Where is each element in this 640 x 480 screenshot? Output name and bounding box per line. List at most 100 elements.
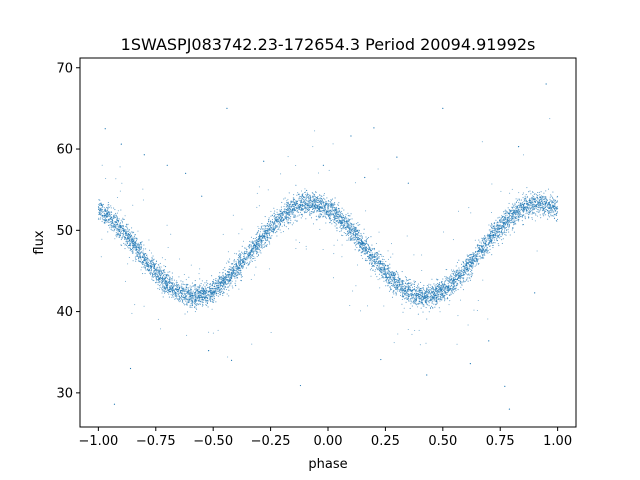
- data-point: [398, 281, 400, 283]
- data-point: [437, 283, 439, 285]
- data-point: [186, 299, 188, 301]
- data-point: [227, 281, 229, 283]
- data-point: [387, 282, 389, 284]
- data-point: [137, 255, 139, 257]
- data-point: [144, 260, 146, 262]
- data-point: [173, 285, 175, 288]
- data-point: [323, 213, 325, 215]
- data-point: [539, 194, 541, 196]
- data-point: [236, 268, 238, 270]
- data-point: [473, 255, 475, 257]
- data-point: [312, 200, 314, 202]
- data-point: [235, 253, 237, 255]
- data-point: [494, 227, 496, 229]
- data-point: [279, 209, 281, 211]
- data-point: [156, 266, 158, 268]
- data-point: [236, 276, 238, 278]
- data-point: [262, 228, 264, 230]
- data-point: [521, 220, 523, 222]
- data-point: [364, 248, 366, 250]
- data-point: [463, 268, 465, 270]
- data-point: [534, 193, 536, 195]
- data-point: [431, 278, 433, 280]
- data-point: [228, 268, 230, 270]
- data-point: [364, 240, 366, 242]
- data-point: [361, 244, 363, 246]
- data-point: [229, 265, 231, 268]
- data-point: [257, 251, 259, 253]
- data-point: [546, 205, 548, 208]
- data-point: [487, 233, 489, 235]
- data-point: [471, 272, 473, 274]
- data-point: [387, 272, 389, 274]
- data-point: [363, 228, 365, 230]
- data-point: [225, 274, 227, 276]
- data-point: [204, 292, 206, 294]
- data-point: [253, 252, 255, 254]
- data-point: [146, 262, 148, 264]
- data-point: [322, 199, 324, 201]
- data-point: [110, 205, 112, 207]
- data-point: [410, 300, 412, 302]
- data-point: [369, 251, 371, 254]
- data-point: [542, 203, 544, 205]
- data-point: [186, 303, 188, 305]
- data-point: [288, 203, 290, 205]
- data-point: [529, 212, 531, 214]
- data-point: [175, 293, 177, 295]
- data-point: [403, 280, 405, 282]
- data-point: [494, 226, 496, 228]
- data-point: [132, 251, 134, 253]
- data-point: [143, 244, 145, 246]
- data-point: [467, 270, 469, 273]
- data-point: [354, 239, 356, 241]
- data-point: [230, 276, 232, 278]
- data-point: [174, 298, 176, 300]
- data-point: [235, 263, 238, 266]
- data-point: [528, 217, 530, 219]
- data-point: [429, 307, 432, 309]
- data-point: [537, 200, 539, 203]
- data-point: [103, 207, 105, 209]
- data-point: [260, 225, 262, 227]
- data-point: [206, 296, 208, 298]
- data-point: [531, 206, 533, 208]
- data-point: [351, 218, 353, 220]
- data-point: [395, 271, 397, 273]
- data-point: [371, 258, 373, 260]
- data-point: [508, 216, 511, 218]
- data-point: [539, 210, 541, 212]
- data-point: [292, 213, 294, 215]
- data-point: [320, 203, 322, 205]
- data-point: [348, 232, 350, 234]
- data-point: [447, 283, 449, 285]
- data-point: [296, 202, 298, 204]
- data-point: [341, 207, 343, 209]
- data-point: [494, 228, 496, 230]
- data-point: [264, 241, 266, 244]
- data-point: [101, 221, 103, 223]
- data-point: [459, 280, 461, 282]
- data-point: [488, 239, 491, 242]
- data-point: [539, 214, 541, 216]
- data-point: [180, 280, 182, 282]
- data-point: [501, 242, 503, 245]
- data-point: [389, 289, 392, 291]
- data-point: [552, 196, 554, 198]
- data-point: [508, 231, 510, 233]
- data-point: [195, 307, 197, 309]
- data-point: [128, 235, 130, 237]
- data-point: [521, 201, 523, 204]
- data-point: [245, 249, 247, 251]
- data-point: [182, 291, 184, 293]
- data-point: [461, 269, 463, 271]
- data-point: [246, 252, 248, 254]
- data-point: [453, 276, 455, 278]
- data-point: [515, 198, 517, 200]
- data-point: [290, 219, 292, 221]
- data-point: [434, 288, 436, 291]
- data-point: [410, 284, 412, 286]
- data-point: [307, 203, 310, 205]
- data-point: [417, 286, 419, 288]
- data-point: [105, 219, 107, 221]
